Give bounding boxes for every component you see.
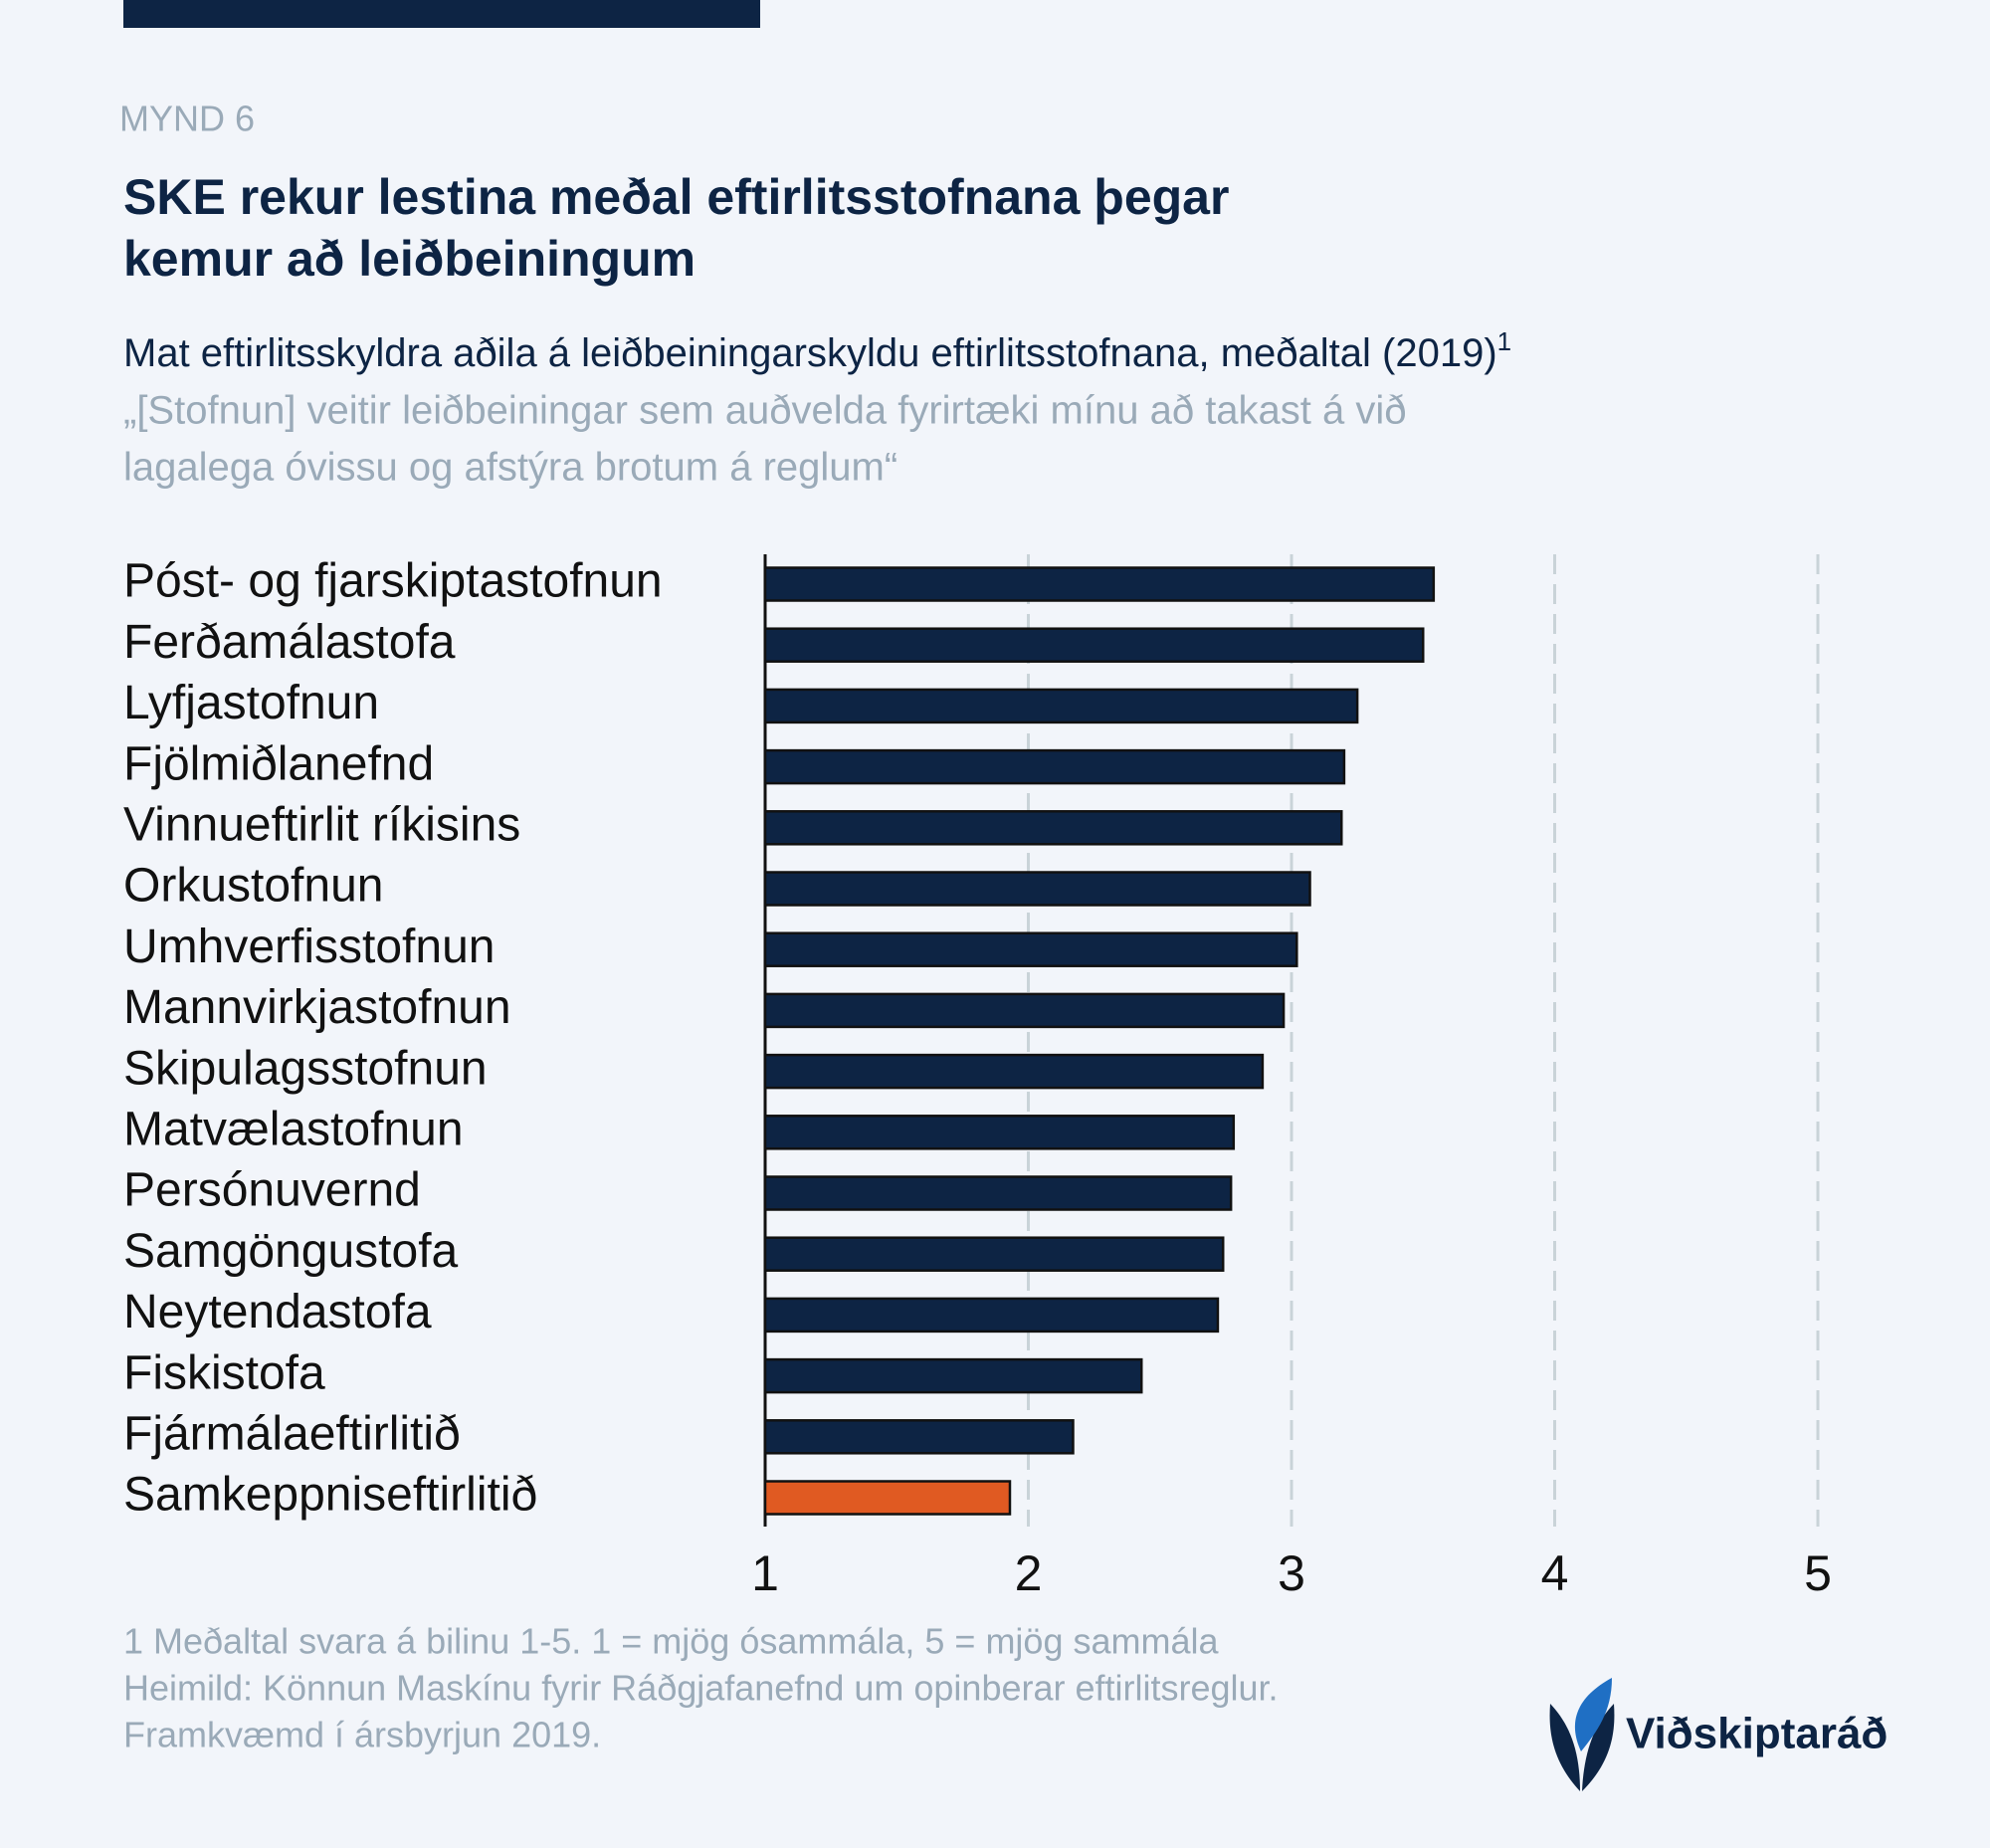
y-tick-label: Fiskistofa (123, 1346, 325, 1399)
logo: Viðskiptaráð (1549, 1678, 1888, 1791)
logo-leaf (1582, 1704, 1615, 1791)
bar (763, 1053, 1265, 1090)
y-tick-label: Orkustofnun (123, 860, 383, 913)
y-tick-label: Ferðamálastofa (123, 616, 456, 669)
bar (763, 931, 1298, 967)
bar (763, 1236, 1225, 1272)
footnote: Framkvæmd í ársbyrjun 2019. (123, 1715, 601, 1755)
y-tick-label: Samkeppniseftirlitið (123, 1469, 537, 1522)
y-tick-label: Skipulagsstofnun (123, 1042, 488, 1095)
bar (763, 1357, 1143, 1394)
y-tick-label: Lyfjastofnun (123, 677, 379, 729)
y-tick-label: Matvælastofnun (123, 1103, 464, 1155)
bar (763, 1297, 1220, 1334)
bar (763, 992, 1286, 1029)
bar (763, 810, 1343, 846)
subtitle-note: 1 (1497, 326, 1511, 356)
quote: „[Stofnun] veitir leiðbeiningar sem auðv… (123, 389, 1407, 433)
y-tick-label: Samgöngustofa (123, 1225, 459, 1278)
bar (763, 1115, 1236, 1150)
y-tick-label: Mannvirkjastofnun (123, 981, 511, 1034)
bar (763, 627, 1425, 663)
y-tick-label: Persónuvernd (123, 1164, 421, 1217)
subtitle: Mat eftirlitsskyldra aðila á leiðbeining… (123, 326, 1511, 375)
x-tick-label: 1 (751, 1545, 779, 1601)
logo-text: Viðskiptaráð (1626, 1710, 1888, 1758)
y-tick-label: Umhverfisstofnun (123, 921, 495, 973)
subtitle-text: Mat eftirlitsskyldra aðila á leiðbeining… (123, 331, 1497, 375)
logo-leaf (1549, 1704, 1580, 1791)
x-tick-label: 5 (1804, 1545, 1832, 1601)
chart-title: kemur að leiðbeiningum (123, 231, 696, 287)
top-bar (123, 0, 760, 28)
bar (763, 748, 1346, 785)
quote: lagalega óvissu og afstýra brotum á regl… (123, 446, 897, 490)
y-tick-label: Fjölmiðlanefnd (123, 737, 434, 790)
bar (763, 1419, 1075, 1455)
footnote: 1 Meðaltal svara á bilinu 1-5. 1 = mjög … (123, 1621, 1219, 1662)
bar (763, 871, 1311, 907)
bar (763, 566, 1436, 602)
bar (763, 688, 1359, 724)
chart-title: SKE rekur lestina meðal eftirlitsstofnan… (123, 169, 1229, 225)
figure-label: MYND 6 (119, 99, 255, 139)
bar (763, 1175, 1233, 1211)
x-tick-label: 4 (1541, 1545, 1569, 1601)
y-tick-label: Póst- og fjarskiptastofnun (123, 555, 663, 608)
x-tick-label: 2 (1015, 1545, 1043, 1601)
y-tick-label: Vinnueftirlit ríkisins (123, 798, 520, 851)
bar (763, 1480, 1012, 1516)
y-tick-label: Fjármálaeftirlitið (123, 1407, 461, 1460)
x-tick-label: 3 (1278, 1545, 1305, 1601)
logo-leaf (1574, 1678, 1612, 1751)
y-tick-label: Neytendastofa (123, 1286, 432, 1338)
footnote: Heimild: Könnun Maskínu fyrir Ráðgjafane… (123, 1668, 1279, 1709)
